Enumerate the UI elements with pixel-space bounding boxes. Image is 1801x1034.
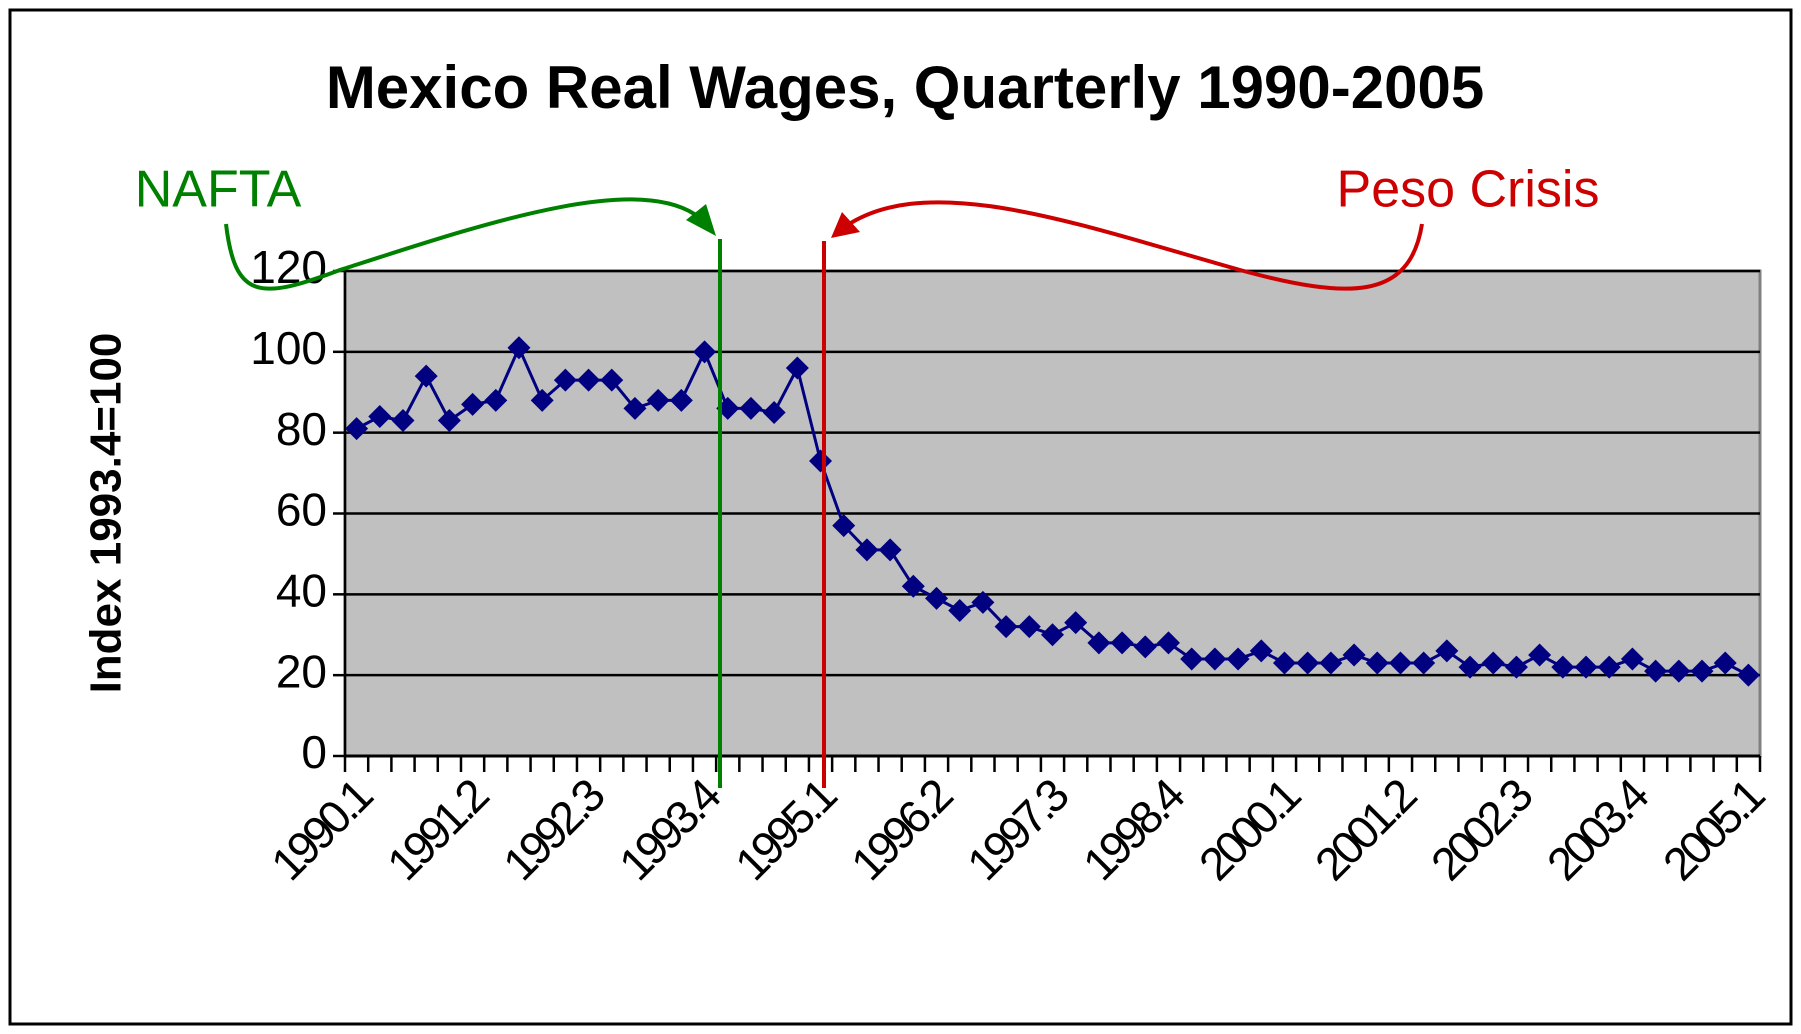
marker: [1435, 639, 1459, 663]
marker: [414, 364, 438, 388]
marker: [971, 590, 995, 614]
marker: [832, 514, 856, 538]
marker: [1574, 655, 1598, 679]
y-axis-label: Index 1993.4=100: [82, 333, 131, 694]
marker: [1296, 651, 1320, 675]
marker: [1736, 663, 1760, 687]
marker: [437, 409, 461, 433]
annotation: NAFTA: [135, 161, 302, 219]
marker: [368, 405, 392, 428]
marker: [739, 396, 763, 420]
marker: [577, 368, 601, 392]
marker: [693, 340, 717, 364]
marker: [1528, 643, 1552, 667]
marker: [1249, 639, 1273, 663]
marker: [1041, 623, 1064, 647]
marker: [948, 599, 972, 622]
y-tick-label: 0: [301, 726, 327, 778]
marker: [1180, 647, 1204, 671]
marker: [1597, 655, 1621, 679]
marker: [1064, 611, 1088, 635]
marker: [1667, 659, 1691, 683]
marker: [1644, 659, 1668, 683]
marker: [507, 336, 531, 360]
marker: [1133, 635, 1157, 659]
nafta-arrow: [224, 197, 702, 291]
marker: [1087, 631, 1111, 655]
marker: [1203, 647, 1227, 671]
marker: [1226, 647, 1250, 671]
marker: [855, 538, 879, 562]
marker: [484, 388, 508, 412]
marker: [623, 396, 647, 420]
marker: [1504, 655, 1528, 679]
marker: [345, 417, 369, 441]
marker: [1481, 651, 1505, 675]
marker: [1156, 631, 1180, 655]
marker: [1319, 651, 1343, 675]
marker: [1690, 659, 1714, 683]
y-tick-label: 80: [276, 403, 327, 455]
marker: [1412, 651, 1436, 675]
marker: [809, 449, 833, 473]
marker: [925, 586, 949, 610]
marker: [553, 368, 577, 392]
marker: [530, 388, 554, 412]
y-tick-label: 40: [276, 564, 327, 616]
marker: [1110, 631, 1134, 655]
marker: [1365, 651, 1389, 675]
annotation: Peso Crisis: [1337, 161, 1600, 219]
y-tick-label: 100: [250, 322, 327, 374]
marker: [646, 388, 670, 412]
marker: [901, 574, 925, 598]
marker: [1017, 615, 1041, 639]
y-tick-label: 60: [276, 484, 327, 536]
y-tick-label: 20: [276, 645, 327, 697]
marker: [762, 400, 786, 424]
marker: [600, 368, 624, 392]
marker: [669, 388, 693, 412]
marker: [1388, 651, 1412, 675]
chart-title: Mexico Real Wages, Quarterly 1990-2005: [326, 54, 1484, 121]
marker: [994, 615, 1018, 639]
marker: [1713, 651, 1737, 675]
marker: [1620, 647, 1644, 671]
marker: [785, 356, 809, 380]
marker: [461, 392, 485, 416]
nafta-arrowhead: [686, 204, 716, 236]
peso-crisis-arrowhead: [831, 212, 860, 238]
marker: [878, 538, 902, 562]
peso-crisis-arrow: [844, 200, 1424, 291]
marker: [391, 409, 415, 433]
marker: [1551, 655, 1575, 679]
marker: [1342, 643, 1366, 667]
marker: [1272, 651, 1296, 675]
marker: [1458, 655, 1482, 679]
